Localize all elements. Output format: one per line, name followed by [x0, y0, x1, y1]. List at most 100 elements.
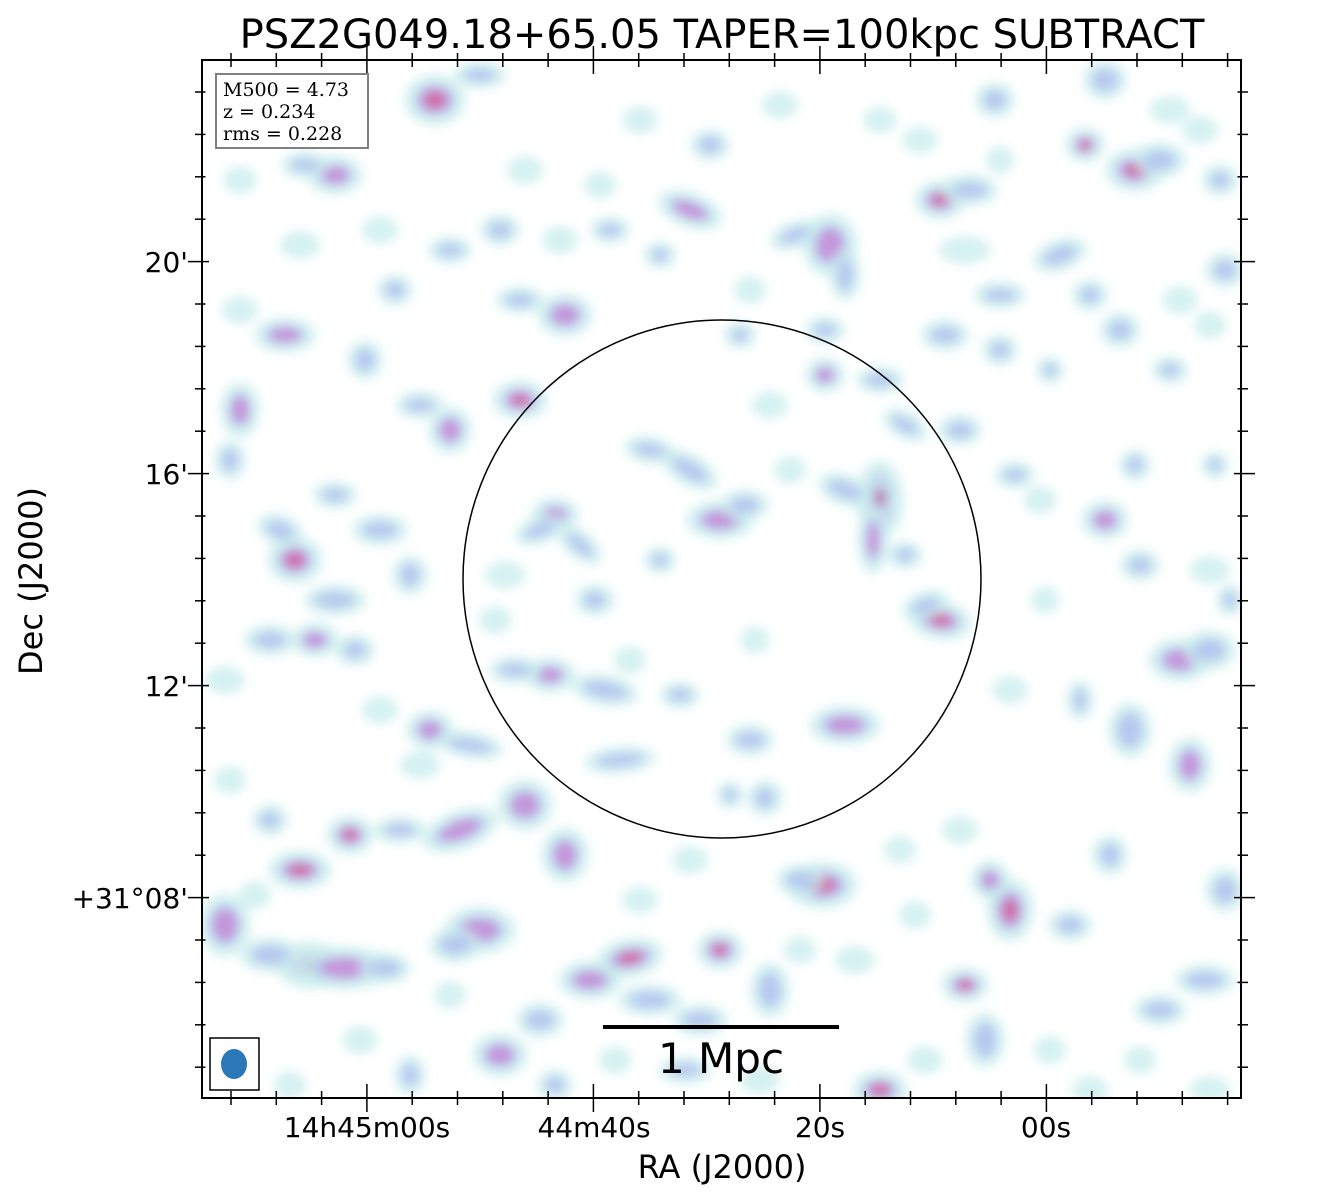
emission-blob: [1185, 972, 1225, 988]
emission-blob: [1190, 556, 1230, 584]
emission-blob: [981, 871, 999, 889]
emission-blob: [672, 457, 708, 483]
x-tick-label: 14h45m00s: [284, 1111, 451, 1144]
emission-blob: [741, 626, 769, 654]
y-tick-label: 12': [145, 670, 188, 703]
emission-blob: [362, 522, 398, 538]
emission-blob: [784, 936, 816, 964]
emission-blob: [1043, 245, 1077, 265]
scale-bar-label: 1 Mpc: [658, 1034, 784, 1083]
info-redshift: z = 0.234: [223, 101, 315, 123]
emission-blob: [574, 971, 606, 989]
emission-blob: [634, 443, 666, 457]
emission-blob: [816, 367, 834, 383]
emission-blob: [618, 952, 642, 964]
emission-blob: [270, 327, 300, 343]
emission-blob: [1182, 116, 1218, 144]
emission-blob: [758, 972, 782, 1008]
emission-blob: [464, 68, 496, 82]
emission-blob: [400, 751, 440, 779]
emission-blob: [1144, 150, 1176, 170]
emission-blob: [892, 415, 918, 435]
emission-blob: [877, 494, 883, 502]
emission-blob: [947, 422, 973, 438]
emission-blob: [752, 391, 788, 419]
emission-blob: [1057, 917, 1083, 933]
emission-blob: [369, 960, 401, 976]
emission-blob: [567, 533, 593, 557]
emission-blob: [205, 666, 245, 694]
axis-ticks: [188, 46, 1255, 1112]
emission-blob: [280, 231, 320, 259]
emission-blob: [343, 642, 367, 658]
emission-blob: [990, 342, 1010, 358]
emission-blob: [1162, 286, 1198, 314]
emission-blob: [992, 676, 1028, 704]
emission-blob: [774, 456, 806, 484]
emission-blob: [511, 394, 529, 406]
emission-blob: [652, 248, 668, 262]
emission-blob: [952, 182, 988, 198]
emission-blob: [499, 663, 531, 677]
emission-blob: [1024, 486, 1056, 514]
emission-blob: [355, 348, 375, 372]
emission-blob: [286, 552, 304, 568]
emission-blob: [584, 171, 616, 199]
emission-blob: [485, 561, 525, 589]
emission-blob: [1031, 586, 1059, 614]
emission-blob: [507, 156, 543, 184]
x-tick-label: 00s: [1021, 1111, 1071, 1144]
emission-blob: [385, 282, 405, 298]
emission-blob: [827, 716, 863, 734]
emission-blob: [1117, 712, 1143, 748]
emission-blob: [321, 958, 369, 978]
emission-blob: [837, 259, 853, 291]
emission-blob: [1128, 557, 1152, 573]
emission-blob: [984, 288, 1016, 302]
emission-blob: [902, 126, 938, 154]
emission-blob: [932, 194, 948, 206]
emission-blob: [486, 1045, 514, 1065]
emission-blob: [1079, 140, 1091, 150]
emission-blob: [405, 398, 435, 412]
emission-blob: [1180, 751, 1200, 779]
x-tick-label: 20s: [795, 1111, 845, 1144]
emission-blob: [1127, 457, 1143, 473]
emission-blob: [1003, 468, 1027, 482]
emission-blob: [1208, 458, 1222, 472]
emission-blob: [884, 836, 916, 864]
emission-blob: [816, 229, 844, 261]
emission-blob: [813, 323, 837, 337]
emission-blob: [362, 216, 398, 244]
emission-blob: [871, 1084, 889, 1096]
emission-blob: [1073, 688, 1087, 712]
emission-blob: [599, 1046, 631, 1074]
emission-blob: [1072, 1076, 1108, 1098]
y-tick-label: +31°08': [72, 882, 188, 915]
emission-blob: [911, 597, 939, 613]
emission-blob: [672, 846, 708, 874]
cluster-r500-circle: [462, 319, 982, 839]
emission-blob: [213, 909, 237, 941]
emission-blob: [505, 293, 535, 307]
emission-blob: [542, 226, 578, 254]
emission-blob: [723, 788, 737, 802]
emission-blob: [907, 1046, 943, 1074]
emission-blob: [545, 1077, 565, 1093]
emission-blob: [596, 753, 644, 767]
emission-blob: [321, 166, 349, 184]
emission-blob: [222, 448, 238, 472]
emission-blob: [1150, 96, 1190, 124]
emission-blob: [598, 223, 622, 237]
y-axis-label: Dec (J2000): [12, 487, 50, 675]
emission-blob: [440, 419, 460, 441]
emission-blob: [986, 146, 1014, 174]
emission-blob: [538, 667, 562, 683]
emission-blob: [867, 523, 879, 557]
emission-blob: [400, 563, 420, 587]
emission-blob: [939, 236, 991, 264]
emission-blob: [712, 944, 728, 956]
emission-blob: [1080, 287, 1100, 303]
emission-blob: [551, 305, 579, 325]
emission-blob: [730, 497, 760, 513]
